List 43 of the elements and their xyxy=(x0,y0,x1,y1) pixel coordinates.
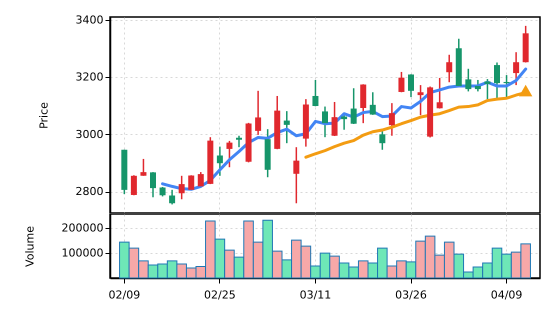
y-axis-title: Price xyxy=(38,102,51,129)
candlestick xyxy=(484,78,490,100)
y-tick-label: 3000 xyxy=(76,128,104,141)
x-tick-label: 04/09 xyxy=(490,288,522,302)
candlestick xyxy=(198,171,204,188)
candlestick xyxy=(436,77,443,110)
x-tick-label: 02/25 xyxy=(204,288,236,302)
candlestick xyxy=(513,51,520,86)
candlestick xyxy=(236,134,242,148)
candlestick xyxy=(360,83,366,124)
candlestick xyxy=(169,189,176,206)
candlestick xyxy=(216,146,223,177)
candlestick xyxy=(160,186,166,198)
candlestick xyxy=(332,101,338,137)
candlestick xyxy=(350,87,357,125)
candlestick xyxy=(370,92,376,116)
candlestick xyxy=(322,106,328,138)
y-axis-title: Volume xyxy=(24,226,37,267)
y-tick-label: 3400 xyxy=(76,13,104,26)
y-tick-label: 2800 xyxy=(76,185,104,198)
candlestick xyxy=(388,102,395,136)
candlestick xyxy=(130,174,137,196)
candlestick xyxy=(140,158,146,177)
candlestick xyxy=(408,73,414,98)
candlestick xyxy=(178,175,185,200)
candlestick xyxy=(255,90,262,136)
candlestick xyxy=(312,79,318,108)
candlestick xyxy=(188,174,194,191)
candlestick xyxy=(465,68,472,92)
candlestick xyxy=(446,54,452,83)
x-tick-label: 03/11 xyxy=(300,288,332,302)
y-tick-label: 200000 xyxy=(62,221,104,234)
x-tick-label: 02/09 xyxy=(108,288,140,302)
candlestick xyxy=(284,110,290,144)
candlestick xyxy=(293,146,300,204)
candlestick xyxy=(150,171,156,198)
x-tick-label: 03/26 xyxy=(395,288,427,302)
candlestick xyxy=(494,62,500,100)
y-tick-label: 100000 xyxy=(62,246,104,260)
candlestick xyxy=(474,79,481,92)
y-tick-label: 3200 xyxy=(76,70,104,84)
candlestick xyxy=(398,71,404,94)
candlestick xyxy=(226,140,232,168)
